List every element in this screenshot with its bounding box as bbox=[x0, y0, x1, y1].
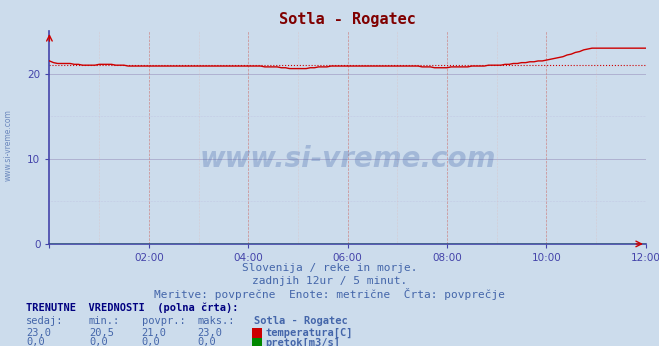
Text: 21,0: 21,0 bbox=[142, 328, 167, 338]
Text: www.si-vreme.com: www.si-vreme.com bbox=[200, 145, 496, 173]
Text: zadnjih 12ur / 5 minut.: zadnjih 12ur / 5 minut. bbox=[252, 276, 407, 286]
Text: 23,0: 23,0 bbox=[198, 328, 223, 338]
Text: TRENUTNE  VREDNOSTI  (polna črta):: TRENUTNE VREDNOSTI (polna črta): bbox=[26, 303, 239, 313]
Text: 0,0: 0,0 bbox=[26, 337, 45, 346]
Text: Sotla - Rogatec: Sotla - Rogatec bbox=[254, 316, 347, 326]
Text: 20,5: 20,5 bbox=[89, 328, 114, 338]
Text: 23,0: 23,0 bbox=[26, 328, 51, 338]
Text: 0,0: 0,0 bbox=[142, 337, 160, 346]
Text: pretok[m3/s]: pretok[m3/s] bbox=[266, 337, 341, 346]
Text: 0,0: 0,0 bbox=[198, 337, 216, 346]
Title: Sotla - Rogatec: Sotla - Rogatec bbox=[279, 12, 416, 27]
Text: sedaj:: sedaj: bbox=[26, 316, 64, 326]
Text: min.:: min.: bbox=[89, 316, 120, 326]
Text: povpr.:: povpr.: bbox=[142, 316, 185, 326]
Text: Meritve: povprečne  Enote: metrične  Črta: povprečje: Meritve: povprečne Enote: metrične Črta:… bbox=[154, 288, 505, 300]
Text: www.si-vreme.com: www.si-vreme.com bbox=[3, 109, 13, 181]
Text: temperatura[C]: temperatura[C] bbox=[266, 328, 353, 338]
Text: 0,0: 0,0 bbox=[89, 337, 107, 346]
Text: Slovenija / reke in morje.: Slovenija / reke in morje. bbox=[242, 263, 417, 273]
Text: maks.:: maks.: bbox=[198, 316, 235, 326]
